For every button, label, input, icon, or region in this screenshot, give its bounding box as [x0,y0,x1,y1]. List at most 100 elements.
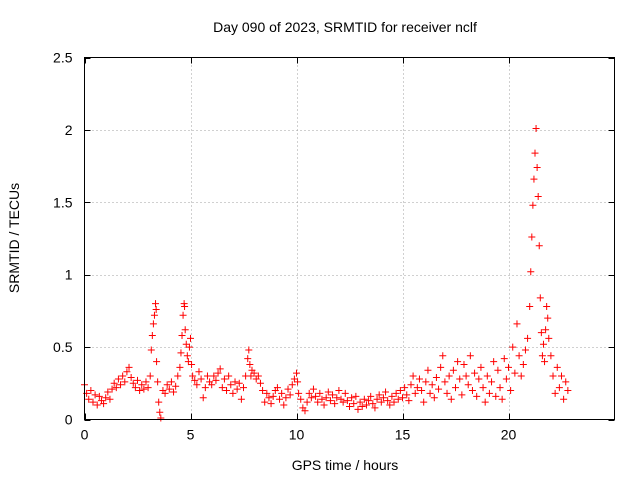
data-point [437,363,445,371]
data-point [314,398,322,406]
data-point [542,326,550,334]
data-point [405,397,413,405]
data-point [155,398,163,406]
data-point [154,378,162,386]
data-point [532,124,540,132]
data-point [468,387,476,395]
data-point [112,384,120,392]
data-point [263,389,271,397]
data-point [409,372,417,380]
data-point [247,372,255,380]
data-point [269,392,277,400]
data-point [496,384,504,392]
data-point [290,375,298,383]
data-point [216,365,224,373]
data-point [197,375,205,383]
data-point [539,340,547,348]
data-point [303,398,311,406]
data-point [369,400,377,408]
data-point [394,395,402,403]
data-point [89,398,97,406]
data-point [492,392,500,400]
data-point [163,381,171,389]
data-point [178,332,186,340]
data-point [388,392,396,400]
data-point [558,372,565,380]
data-point [144,384,152,392]
data-point [500,355,508,363]
data-point [152,305,160,313]
data-point [280,401,288,409]
data-point [333,394,341,402]
data-point [475,375,483,383]
data-point [449,366,457,374]
data-point [181,326,189,334]
data-point [460,360,468,368]
data-point [91,391,99,399]
data-point [432,374,440,382]
data-point [102,394,110,402]
data-point [322,394,330,402]
data-point [534,193,542,201]
data-point [379,394,387,402]
x-tick-label: 20 [501,427,517,443]
data-point [233,385,241,393]
data-point [339,398,347,406]
data-point [129,379,137,387]
data-point [177,349,185,357]
data-point [343,397,351,405]
data-point [316,389,324,397]
y-tick-label: 2.5 [53,50,73,66]
data-point [235,379,243,387]
data-point [201,384,209,392]
data-point [170,388,178,396]
data-point [146,372,154,380]
data-point [511,369,519,377]
data-point [422,378,430,386]
data-point [182,340,190,348]
data-point [140,385,148,393]
data-point [399,394,406,402]
data-point [456,375,464,383]
data-point [104,388,112,396]
data-point [223,387,231,395]
data-point [545,334,553,342]
data-point [358,402,366,410]
data-point [527,268,535,276]
data-point [481,398,489,406]
data-point [386,401,394,409]
data-point [148,332,156,340]
data-point [473,392,481,400]
data-point [464,381,472,389]
data-points [81,124,572,422]
data-point [424,366,432,374]
y-tick-label: 1.5 [53,194,73,210]
data-point [502,375,510,383]
x-tick-label: 5 [187,427,195,443]
y-tick-label: 0 [65,412,73,428]
data-point [541,358,549,366]
data-point [371,404,379,412]
data-point [301,407,309,415]
data-point [85,395,93,403]
data-point [149,320,157,328]
data-point [513,320,521,328]
data-point [382,388,390,396]
data-point [411,389,419,397]
data-point [384,397,392,405]
data-point [125,363,133,371]
data-point [244,355,252,363]
data-point [121,378,129,386]
data-point [203,372,211,380]
data-point [428,381,436,389]
data-point [312,392,320,400]
data-point [551,389,559,397]
data-point [309,385,317,393]
data-point [131,384,139,392]
data-point [413,384,421,392]
data-point [142,378,150,386]
data-point [549,372,557,380]
y-tick-label: 0.5 [53,339,73,355]
y-tick-label: 2 [65,122,73,138]
data-point [237,395,245,403]
